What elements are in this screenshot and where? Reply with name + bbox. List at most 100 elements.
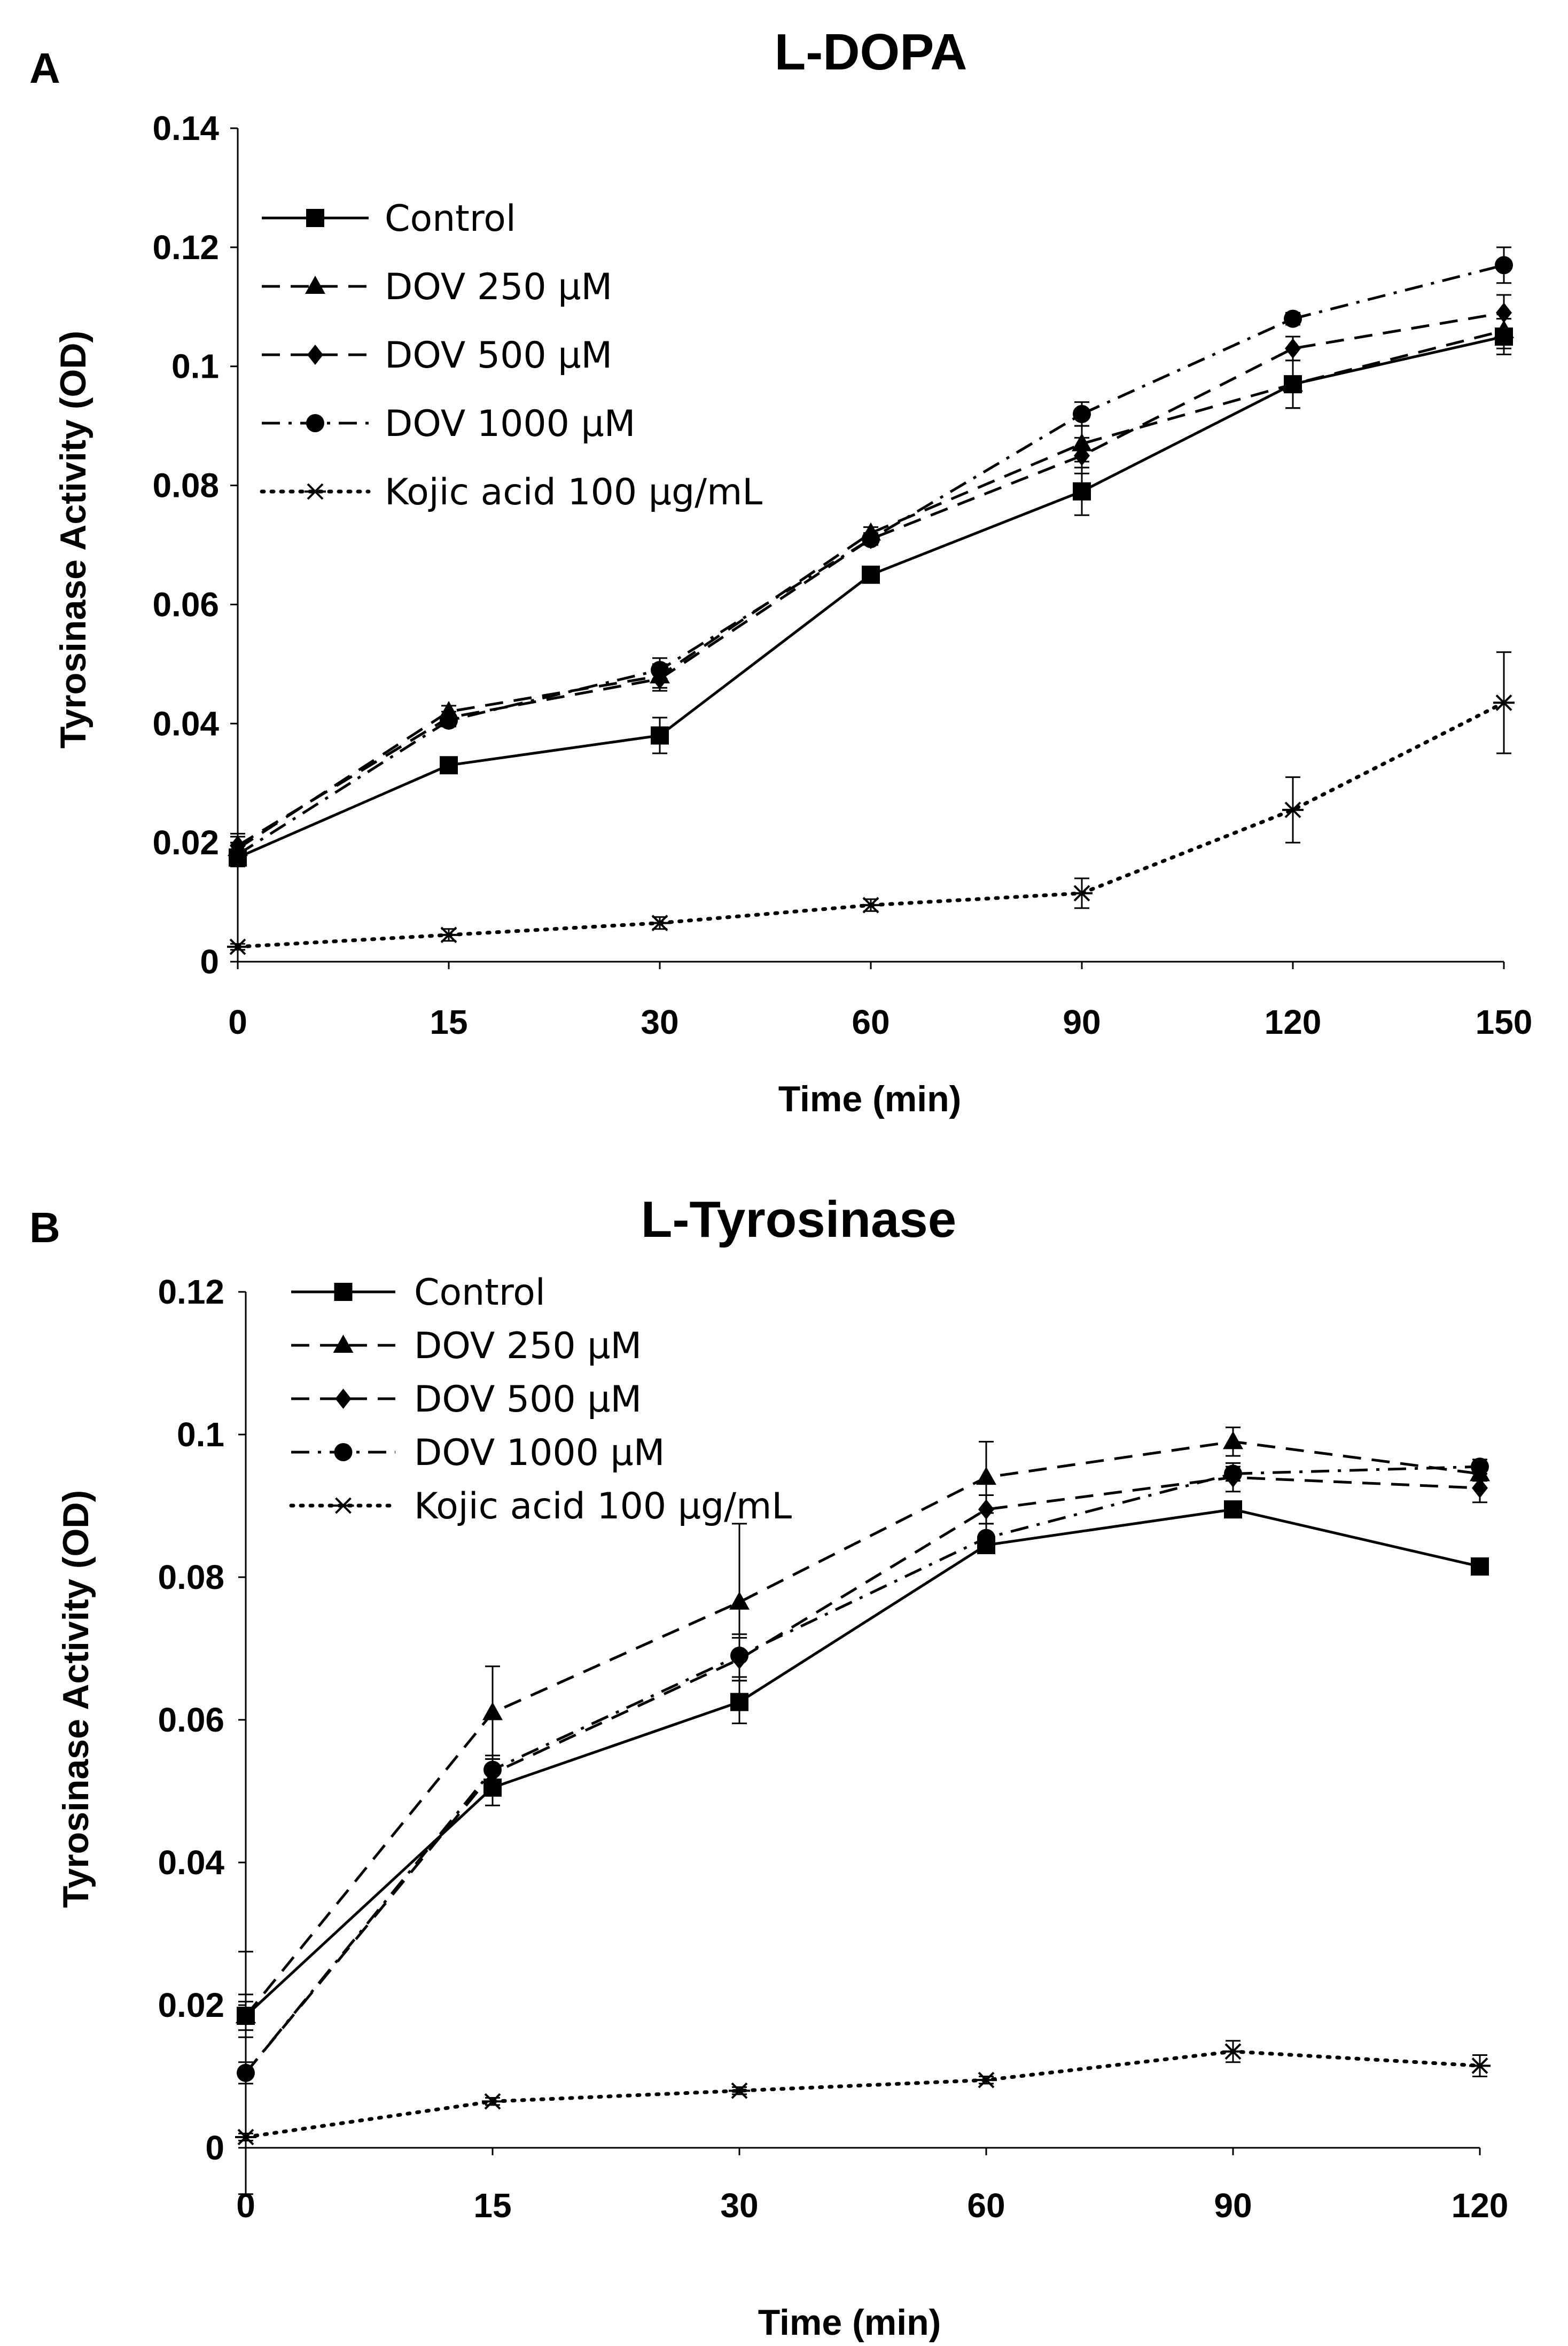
data-point	[483, 1760, 502, 1779]
y-tick-label: 0.06	[152, 585, 219, 623]
data-point	[1223, 1431, 1243, 1449]
data-point	[976, 2071, 997, 2088]
data-point	[651, 661, 669, 679]
y-tick-label: 0.08	[152, 466, 219, 505]
x-axis-title-a: Time (min)	[778, 1079, 962, 1119]
data-point	[862, 565, 880, 584]
data-point	[730, 1646, 748, 1665]
data-point	[978, 1499, 994, 1520]
panel-letter-b: B	[29, 1204, 60, 1251]
data-point	[237, 2063, 255, 2082]
legend-marker	[306, 209, 324, 227]
panel-letter-a: A	[29, 44, 60, 92]
series-4	[227, 651, 1515, 955]
data-point	[235, 2129, 256, 2146]
data-point	[482, 1702, 503, 1720]
legend-marker	[335, 1389, 352, 1409]
data-point	[1222, 2043, 1244, 2060]
data-point	[1224, 1464, 1242, 1483]
data-point	[860, 897, 881, 914]
data-point	[1493, 694, 1515, 711]
data-point	[976, 1467, 996, 1485]
y-tick-label: 0.1	[171, 347, 219, 386]
data-point	[1495, 256, 1513, 275]
legend-label: DOV 1000 μM	[414, 1432, 665, 1474]
data-point	[1284, 309, 1302, 328]
chart-title-a: L-DOPA	[775, 24, 968, 81]
series-line	[245, 1440, 1480, 2017]
x-axis-title-b: Time (min)	[758, 2302, 941, 2343]
data-point	[1496, 302, 1512, 323]
panel-a: A L-DOPA Tyrosinase Activity (OD) Time (…	[29, 24, 1532, 1119]
series-line	[245, 1476, 1480, 2074]
x-tick-label: 15	[430, 1003, 467, 1041]
data-point	[862, 529, 880, 548]
legend-marker	[334, 1443, 353, 1461]
data-point	[1471, 1458, 1489, 1476]
x-tick-label: 90	[1063, 1003, 1101, 1041]
legend-label: DOV 500 μM	[385, 334, 612, 377]
series-3	[229, 246, 1513, 868]
y-axis-title-b: Tyrosinase Activity (OD)	[56, 1490, 96, 1908]
y-tick-label: 0.06	[158, 1701, 224, 1739]
legend-marker	[305, 276, 325, 294]
legend-label: Kojic acid 100 μg/mL	[414, 1485, 792, 1527]
y-tick-label: 0	[200, 942, 219, 981]
data-point	[1073, 482, 1091, 501]
legend-marker	[332, 1497, 354, 1514]
data-point	[729, 2082, 750, 2099]
y-tick-label: 0.08	[158, 1558, 224, 1596]
legend: Control DOV 250 μM DOV 500 μM DOV 1000 μM Ko…	[289, 1272, 792, 1527]
data-point	[729, 1591, 750, 1610]
series-line	[244, 2049, 1482, 2139]
y-tick-label: 0.12	[158, 1273, 224, 1311]
data-point	[438, 926, 459, 944]
data-point	[1224, 1500, 1242, 1519]
series-0	[229, 318, 1513, 867]
panel-b: B L-Tyrosinase Tyrosinase Activity (OD) …	[29, 1191, 1508, 2343]
data-point	[440, 756, 458, 775]
x-tick-label: 60	[852, 1003, 890, 1041]
x-tick-label: 30	[641, 1003, 678, 1041]
data-point	[1074, 445, 1090, 466]
legend-marker	[333, 1335, 354, 1353]
data-point	[229, 845, 247, 864]
data-point	[1469, 2057, 1491, 2074]
x-tick-label: 0	[228, 1003, 247, 1041]
legend-marker	[307, 345, 323, 365]
series-4	[235, 2040, 1491, 2146]
x-tick-label: 120	[1452, 2186, 1509, 2225]
y-tick-label: 0.12	[152, 228, 219, 267]
y-tick-label: 0.02	[158, 1986, 224, 2024]
series-0	[237, 1500, 1489, 2031]
legend: Control DOV 250 μM DOV 500 μM DOV 1000 μM Ko…	[260, 198, 762, 513]
legend-label: DOV 500 μM	[414, 1378, 642, 1421]
legend-label: Control	[385, 198, 516, 240]
legend-label: Kojic acid 100 μg/mL	[385, 471, 762, 513]
y-tick-label: 0.04	[152, 704, 219, 743]
data-point	[1073, 404, 1091, 423]
series-2	[238, 1462, 1488, 2085]
data-point	[1472, 1478, 1488, 1499]
y-tick-label: 0	[205, 2129, 224, 2167]
legend-marker	[305, 483, 326, 500]
series-line	[245, 1508, 1480, 2017]
legend-label: DOV 1000 μM	[385, 403, 635, 445]
x-tick-label: 90	[1214, 2186, 1252, 2225]
y-tick-label: 0.02	[152, 823, 219, 862]
data-point	[1071, 885, 1093, 902]
legend-marker	[306, 414, 324, 432]
chart-title-b: L-Tyrosinase	[641, 1191, 956, 1248]
data-point	[651, 726, 669, 745]
legend-label: Control	[414, 1272, 545, 1314]
data-point	[1282, 801, 1304, 819]
data-point	[730, 1693, 748, 1711]
series-3	[237, 1458, 1489, 2195]
data-point	[1471, 1557, 1489, 1576]
x-tick-label: 120	[1265, 1003, 1322, 1041]
x-tick-label: 15	[473, 2186, 511, 2225]
x-tick-label: 60	[967, 2186, 1005, 2225]
data-point	[649, 915, 670, 931]
x-tick-label: 30	[720, 2186, 758, 2225]
